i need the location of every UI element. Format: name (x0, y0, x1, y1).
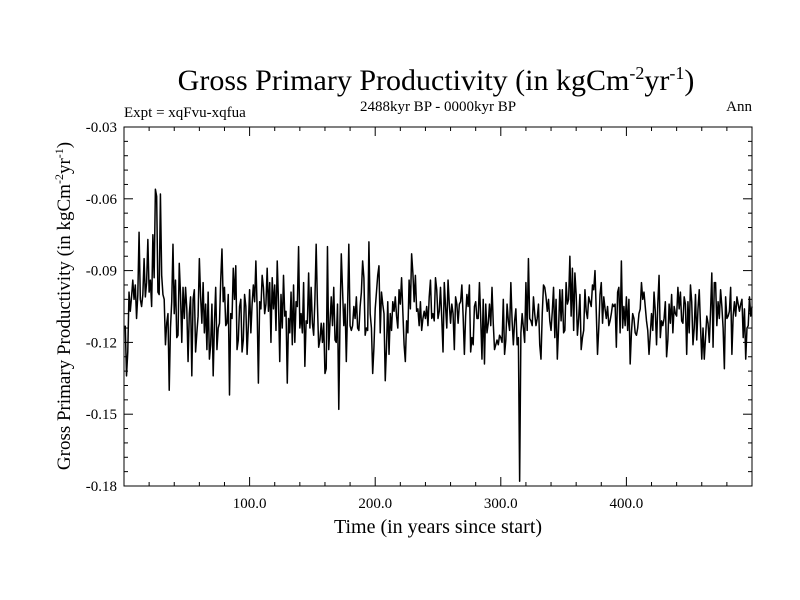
x-axis-label: Time (in years since start) (334, 516, 542, 538)
y-tick-label: -0.03 (86, 120, 117, 136)
y-tick-label: -0.09 (86, 264, 117, 280)
chart-subtitle: 2488kyr BP - 0000kyr BP (360, 99, 516, 115)
experiment-label: Expt = xqFvu-xqfua (124, 105, 246, 121)
chart-title: Gross Primary Productivity (in kgCm-2yr-… (178, 63, 695, 97)
x-tick-label: 200.0 (358, 496, 392, 512)
y-axis-label: Gross Primary Productivity (in kgCm-2yr-… (52, 142, 75, 470)
x-tick-label: 400.0 (610, 496, 644, 512)
axis-ticks: 100.0 200.0 300.0 400.0 -0.03 -0.06 -0.09 -0.12… (86, 120, 752, 512)
season-label: Ann (726, 99, 752, 115)
plot-frame (123, 126, 753, 487)
y-tick-label: -0.18 (86, 479, 117, 495)
series-line (124, 188, 753, 482)
x-tick-label: 100.0 (233, 496, 267, 512)
y-tick-label: -0.12 (86, 335, 117, 351)
y-tick-label: -0.15 (86, 407, 117, 423)
y-tick-label: -0.06 (86, 192, 118, 208)
x-tick-label: 300.0 (484, 496, 518, 512)
